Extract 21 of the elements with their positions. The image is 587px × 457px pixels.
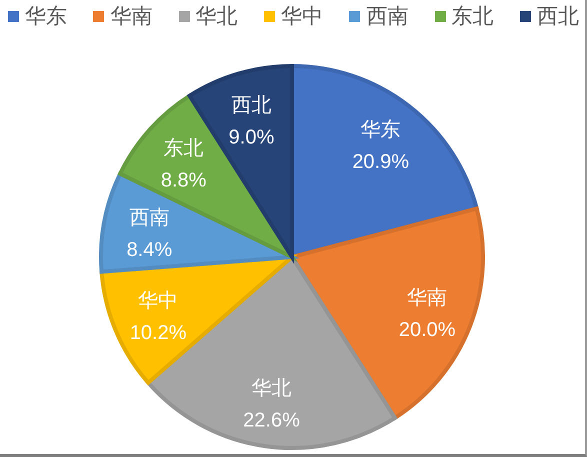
legend-label: 西北 bbox=[536, 4, 579, 30]
slice-label: 西北 bbox=[231, 94, 272, 117]
data-label: 8.4% bbox=[126, 238, 172, 261]
data-label: 8.8% bbox=[160, 169, 207, 192]
legend-label: 华北 bbox=[196, 4, 238, 30]
slice-label: 华东 bbox=[360, 119, 401, 142]
slice-label: 华南 bbox=[407, 286, 448, 309]
data-label: 20.0% bbox=[398, 318, 456, 341]
slice-label: 东北 bbox=[164, 137, 204, 160]
legend-label: 华中 bbox=[280, 4, 323, 30]
data-label: 9.0% bbox=[228, 126, 274, 149]
data-label: 20.9% bbox=[352, 151, 410, 174]
slice-label: 华北 bbox=[252, 378, 292, 400]
legend-label: 东北 bbox=[452, 4, 494, 30]
legend-label: 华南 bbox=[110, 4, 152, 30]
slice-label: 华中 bbox=[138, 290, 178, 312]
legend-label: 华东 bbox=[25, 4, 67, 30]
legend-label: 西南 bbox=[366, 4, 408, 30]
data-label: 10.2% bbox=[130, 322, 187, 344]
slice-label: 西南 bbox=[129, 206, 170, 229]
data-label: 22.6% bbox=[243, 410, 300, 432]
